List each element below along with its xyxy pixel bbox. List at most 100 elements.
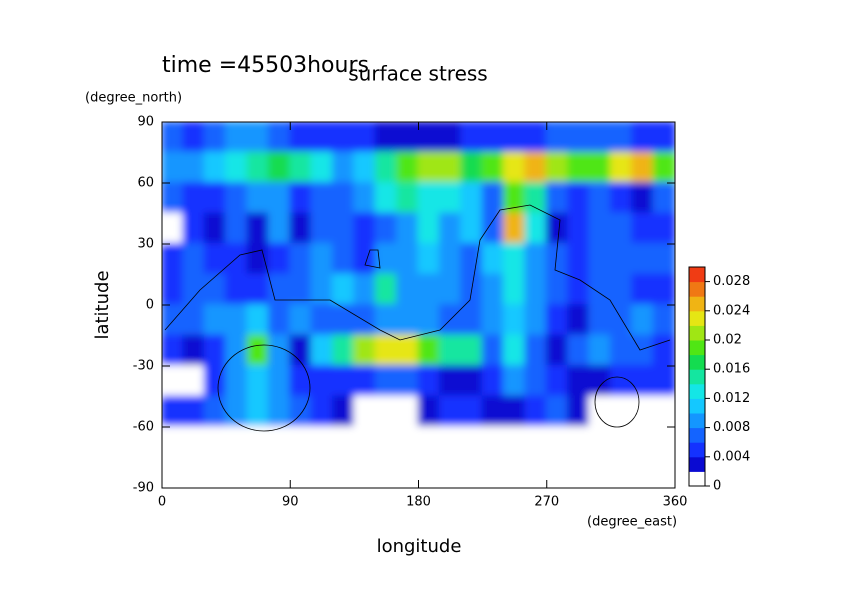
field-cell bbox=[567, 395, 591, 428]
field-cell bbox=[609, 182, 634, 215]
field-cell bbox=[567, 151, 591, 184]
field-cell bbox=[162, 151, 185, 184]
field-cell bbox=[417, 151, 441, 184]
field-cell bbox=[203, 304, 228, 337]
field-cell bbox=[353, 273, 377, 306]
field-cell bbox=[503, 456, 527, 488]
field-cell bbox=[182, 243, 206, 276]
field-cell bbox=[203, 456, 228, 488]
field-cell bbox=[524, 426, 548, 459]
field-cell bbox=[524, 334, 548, 367]
field-cell bbox=[524, 243, 548, 276]
field-cell bbox=[417, 212, 441, 245]
field-cell bbox=[481, 182, 505, 215]
field-cell bbox=[396, 334, 420, 367]
field-cell bbox=[545, 243, 570, 276]
field-cell bbox=[396, 151, 420, 184]
field-cell bbox=[182, 426, 206, 459]
colorbar-band bbox=[689, 398, 705, 414]
field-cell bbox=[609, 365, 634, 398]
field-cell bbox=[267, 122, 292, 154]
field-cell bbox=[631, 273, 655, 306]
field-cell bbox=[203, 122, 228, 154]
field-cell bbox=[631, 304, 655, 337]
field-cell bbox=[567, 365, 591, 398]
field-cell bbox=[182, 273, 206, 306]
field-cell bbox=[438, 212, 463, 245]
field-cell bbox=[438, 456, 463, 488]
field-cell bbox=[396, 273, 420, 306]
field-cell bbox=[588, 365, 612, 398]
field-cell bbox=[310, 395, 334, 428]
field-cell bbox=[545, 395, 570, 428]
field-cell bbox=[203, 212, 228, 245]
field-cell bbox=[631, 395, 655, 428]
field-cell bbox=[524, 365, 548, 398]
field-cell bbox=[182, 365, 206, 398]
field-cell bbox=[567, 273, 591, 306]
field-cell bbox=[353, 395, 377, 428]
field-cell bbox=[652, 243, 675, 276]
y-tick-label: 0 bbox=[146, 298, 154, 313]
colorbar-band bbox=[689, 427, 705, 443]
field-cell bbox=[524, 456, 548, 488]
x-axis-title: longitude bbox=[377, 536, 462, 557]
field-cell bbox=[545, 151, 570, 184]
field-cell bbox=[225, 151, 249, 184]
field-cell bbox=[374, 122, 399, 154]
field-cell bbox=[545, 334, 570, 367]
field-cell bbox=[246, 365, 270, 398]
field-cell bbox=[652, 456, 675, 488]
field-cell bbox=[631, 365, 655, 398]
field-cell bbox=[438, 334, 463, 367]
field-cell bbox=[567, 182, 591, 215]
field-cell bbox=[417, 426, 441, 459]
colorbar-band bbox=[689, 456, 705, 472]
field-cell bbox=[609, 151, 634, 184]
field-cell bbox=[609, 243, 634, 276]
field-cell bbox=[353, 334, 377, 367]
field-cell bbox=[332, 365, 356, 398]
field-cell bbox=[524, 273, 548, 306]
field-cell bbox=[588, 273, 612, 306]
field-cell bbox=[246, 273, 270, 306]
field-cell bbox=[524, 182, 548, 215]
field-cell bbox=[567, 426, 591, 459]
field-cell bbox=[481, 334, 505, 367]
field-cell bbox=[203, 334, 228, 367]
field-cell bbox=[481, 273, 505, 306]
field-cell bbox=[203, 273, 228, 306]
field-cell bbox=[609, 122, 634, 154]
field-cell bbox=[588, 212, 612, 245]
field-cell bbox=[225, 243, 249, 276]
y-axis-title: latitude bbox=[92, 270, 113, 339]
field-cell bbox=[353, 304, 377, 337]
field-cell bbox=[374, 304, 399, 337]
field-cell bbox=[545, 212, 570, 245]
field-cell bbox=[396, 122, 420, 154]
field-cell bbox=[246, 151, 270, 184]
field-cell bbox=[396, 212, 420, 245]
field-cell bbox=[289, 273, 313, 306]
field-cell bbox=[631, 151, 655, 184]
field-cell bbox=[503, 151, 527, 184]
chart-subtitle: time =45503hours bbox=[162, 53, 369, 78]
field-cell bbox=[182, 456, 206, 488]
field-cell bbox=[374, 273, 399, 306]
colorbar-tick-label: 0.028 bbox=[713, 274, 750, 289]
colorbar-band bbox=[689, 354, 705, 370]
colorbar-band bbox=[689, 340, 705, 356]
field-cell bbox=[225, 212, 249, 245]
field-cell bbox=[289, 122, 313, 154]
field-cell bbox=[246, 426, 270, 459]
field-cell bbox=[374, 395, 399, 428]
field-cell bbox=[353, 122, 377, 154]
field-cell bbox=[289, 243, 313, 276]
field-cell bbox=[246, 243, 270, 276]
field-cell bbox=[652, 212, 675, 245]
field-cell bbox=[524, 122, 548, 154]
field-cell bbox=[353, 212, 377, 245]
field-cell bbox=[182, 395, 206, 428]
field-cell bbox=[310, 365, 334, 398]
field-cell bbox=[417, 122, 441, 154]
